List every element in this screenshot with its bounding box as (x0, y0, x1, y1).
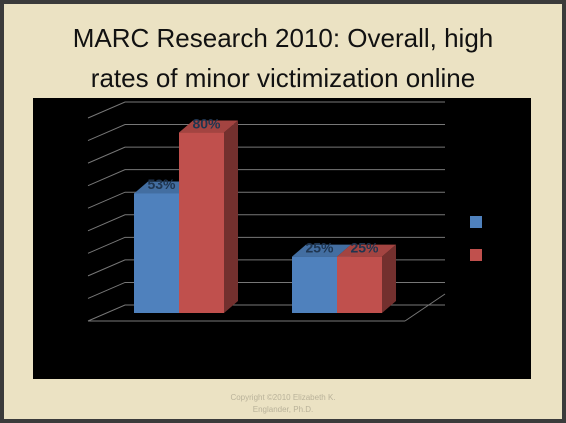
grid-line (87, 169, 445, 187)
data-label: 25% (350, 239, 379, 255)
floor-edge (404, 293, 446, 322)
bar-side (382, 244, 396, 313)
footer-line: Copyright ©2010 Elizabeth K. (230, 393, 335, 402)
data-label: 53% (147, 176, 176, 192)
bar-top (292, 244, 351, 257)
bar (292, 256, 337, 313)
grid-line (87, 214, 445, 232)
data-label: 80% (192, 115, 221, 131)
bar (337, 256, 382, 313)
footer-line: Englander, Ph.D. (253, 405, 313, 414)
title-line: rates of minor victimization online (91, 63, 475, 93)
chart-area (33, 98, 531, 379)
grid-line (87, 236, 445, 254)
bar-top (337, 244, 396, 257)
grid-line (87, 101, 445, 119)
legend-swatch (470, 249, 482, 261)
bar (179, 132, 224, 313)
grid-line (87, 124, 445, 142)
grid-line (87, 191, 445, 209)
grid-line (87, 146, 445, 164)
bar-top (134, 181, 193, 194)
bar-side (224, 120, 238, 313)
data-label: 25% (305, 239, 334, 255)
bar-top (179, 120, 238, 133)
title-line: MARC Research 2010: Overall, high (73, 23, 494, 53)
legend-swatch (470, 216, 482, 228)
bar (134, 193, 179, 313)
